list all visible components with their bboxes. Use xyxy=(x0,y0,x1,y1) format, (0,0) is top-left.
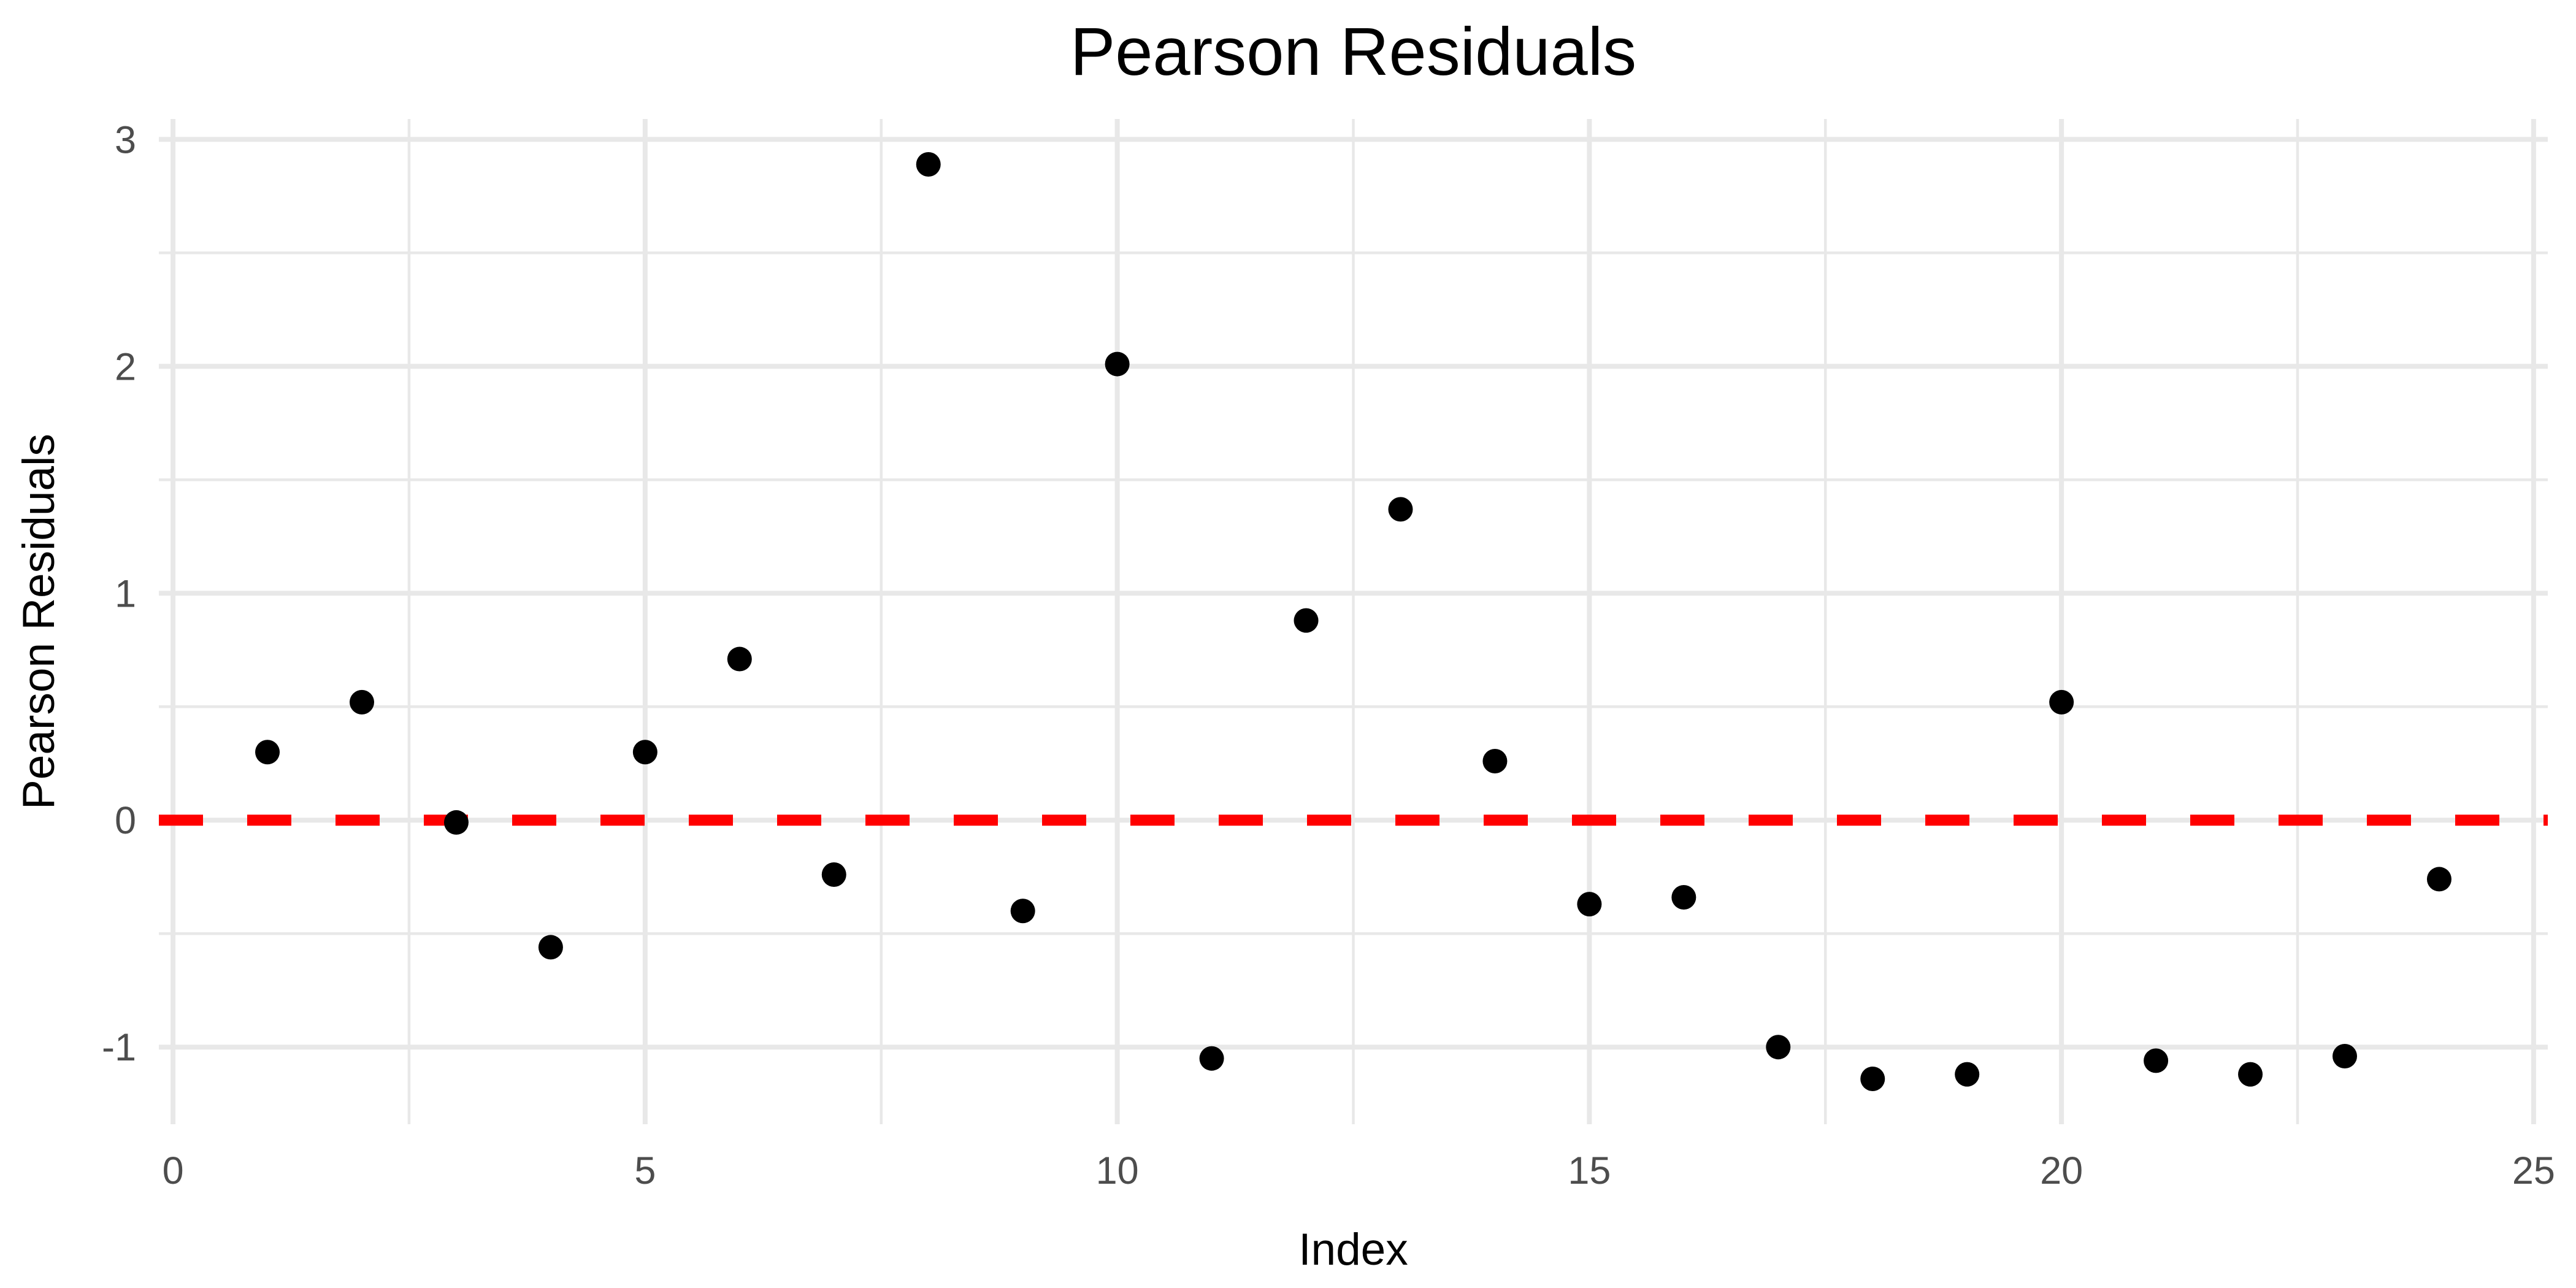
data-point xyxy=(1671,885,1696,910)
y-axis-tick-labels: -1 0 1 2 3 xyxy=(102,118,136,1069)
data-point xyxy=(1860,1067,1885,1092)
minor-gridlines xyxy=(159,119,2548,1124)
data-point xyxy=(2426,867,2451,892)
data-point xyxy=(1766,1035,1791,1060)
data-point xyxy=(255,740,280,765)
y-axis-title: Pearson Residuals xyxy=(14,434,64,810)
data-point xyxy=(1482,749,1508,774)
x-tick-label: 15 xyxy=(1568,1149,1611,1192)
data-point xyxy=(632,740,657,765)
data-point xyxy=(349,689,374,715)
y-tick-label: 3 xyxy=(115,118,136,161)
x-tick-label: 25 xyxy=(2512,1149,2555,1192)
x-axis-title: Index xyxy=(1298,1225,1408,1275)
data-point xyxy=(727,646,752,672)
data-point xyxy=(1388,497,1413,522)
y-tick-label: 1 xyxy=(115,572,136,615)
y-tick-label: 0 xyxy=(115,799,136,842)
data-point xyxy=(2238,1062,2263,1087)
plot-title: Pearson Residuals xyxy=(1070,14,1636,90)
x-axis-tick-labels: 0 5 10 15 20 25 xyxy=(163,1149,2555,1192)
y-tick-label: -1 xyxy=(102,1026,136,1069)
data-point xyxy=(821,862,846,887)
data-point xyxy=(1010,899,1035,924)
data-point xyxy=(1105,351,1130,377)
data-point xyxy=(1577,892,1602,917)
x-tick-label: 10 xyxy=(1096,1149,1139,1192)
data-point xyxy=(2333,1044,2358,1069)
data-points xyxy=(255,151,2451,1092)
data-point xyxy=(1199,1046,1224,1071)
data-point xyxy=(443,810,469,835)
data-point xyxy=(916,151,941,177)
x-tick-label: 5 xyxy=(634,1149,656,1192)
x-tick-label: 0 xyxy=(163,1149,184,1192)
data-point xyxy=(1955,1062,1980,1087)
x-tick-label: 20 xyxy=(2040,1149,2083,1192)
y-tick-label: 2 xyxy=(115,345,136,388)
data-point xyxy=(1294,608,1319,633)
data-point xyxy=(538,935,563,960)
major-gridlines xyxy=(159,119,2548,1124)
data-point xyxy=(2049,689,2074,715)
data-point xyxy=(2144,1048,2169,1073)
